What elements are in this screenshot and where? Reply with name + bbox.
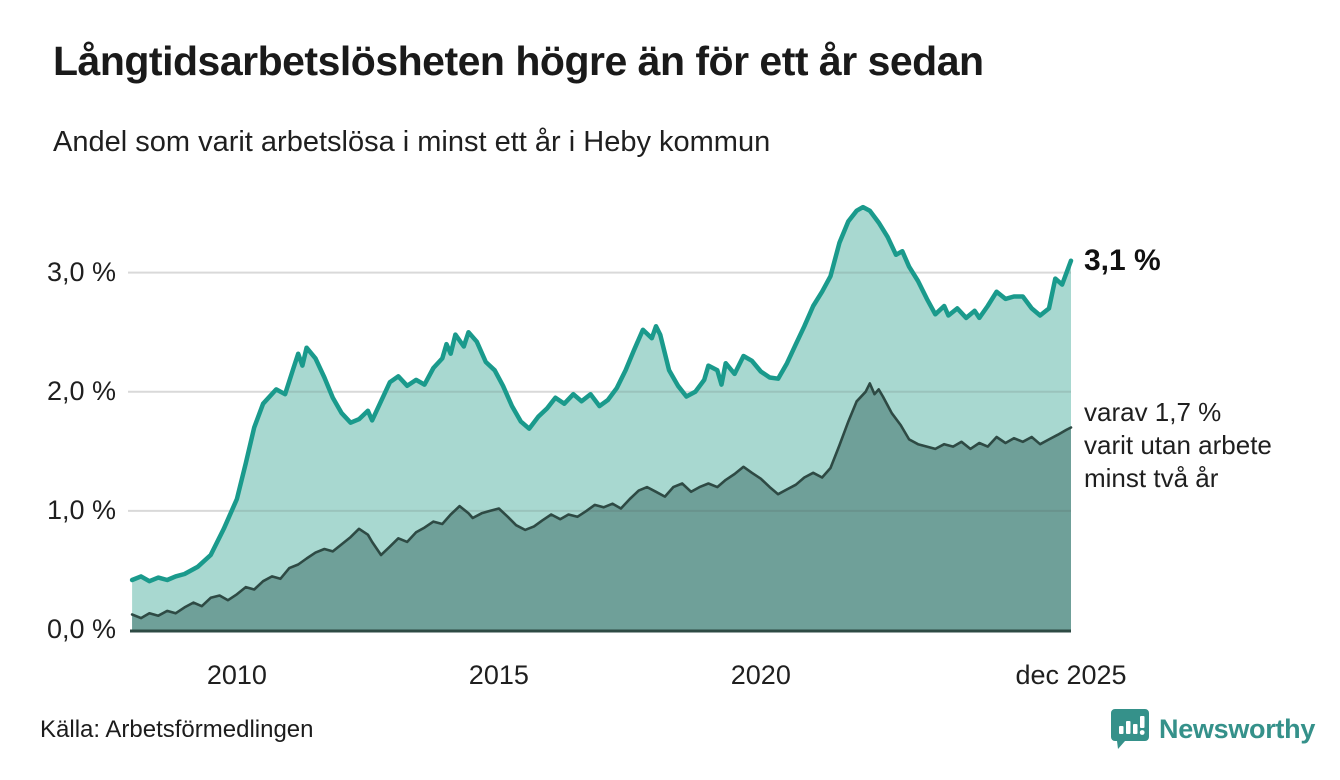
annotation-line-3: minst två år — [1084, 462, 1219, 493]
secondary-series-annotation: varav 1,7 % varit utan arbete minst två … — [1084, 396, 1272, 494]
x-tick-dec-2025: dec 2025 — [1015, 660, 1127, 690]
brand-logo: Newsworthy — [1110, 708, 1315, 750]
annotation-line-1: varav 1,7 % — [1084, 397, 1222, 427]
chart-subtitle: Andel som varit arbetslösa i minst ett å… — [53, 126, 771, 158]
y-tick-1: 2,0 % — [46, 375, 116, 406]
series2-area — [132, 383, 1072, 630]
source-credit: Källa: Arbetsförmedlingen — [40, 716, 314, 743]
latest-value-label: 3,1 % — [1084, 244, 1161, 277]
x-tick-2010: 2010 — [206, 660, 267, 690]
y-tick-2: 1,0 % — [46, 494, 116, 525]
x-tick-2015: 2015 — [468, 660, 529, 690]
newsworthy-chart-bubble-icon — [1110, 708, 1150, 750]
series1-line — [129, 204, 1074, 584]
y-tick-0: 3,0 % — [46, 256, 116, 287]
x-tick-2020: 2020 — [730, 660, 791, 690]
series2-line — [130, 382, 1073, 620]
annotation-line-2: varit utan arbete — [1084, 429, 1272, 460]
brand-name: Newsworthy — [1159, 713, 1316, 744]
y-tick-3: 0,0 % — [46, 614, 116, 644]
page-title: Långtidsarbetslösheten högre än för ett … — [53, 38, 984, 84]
